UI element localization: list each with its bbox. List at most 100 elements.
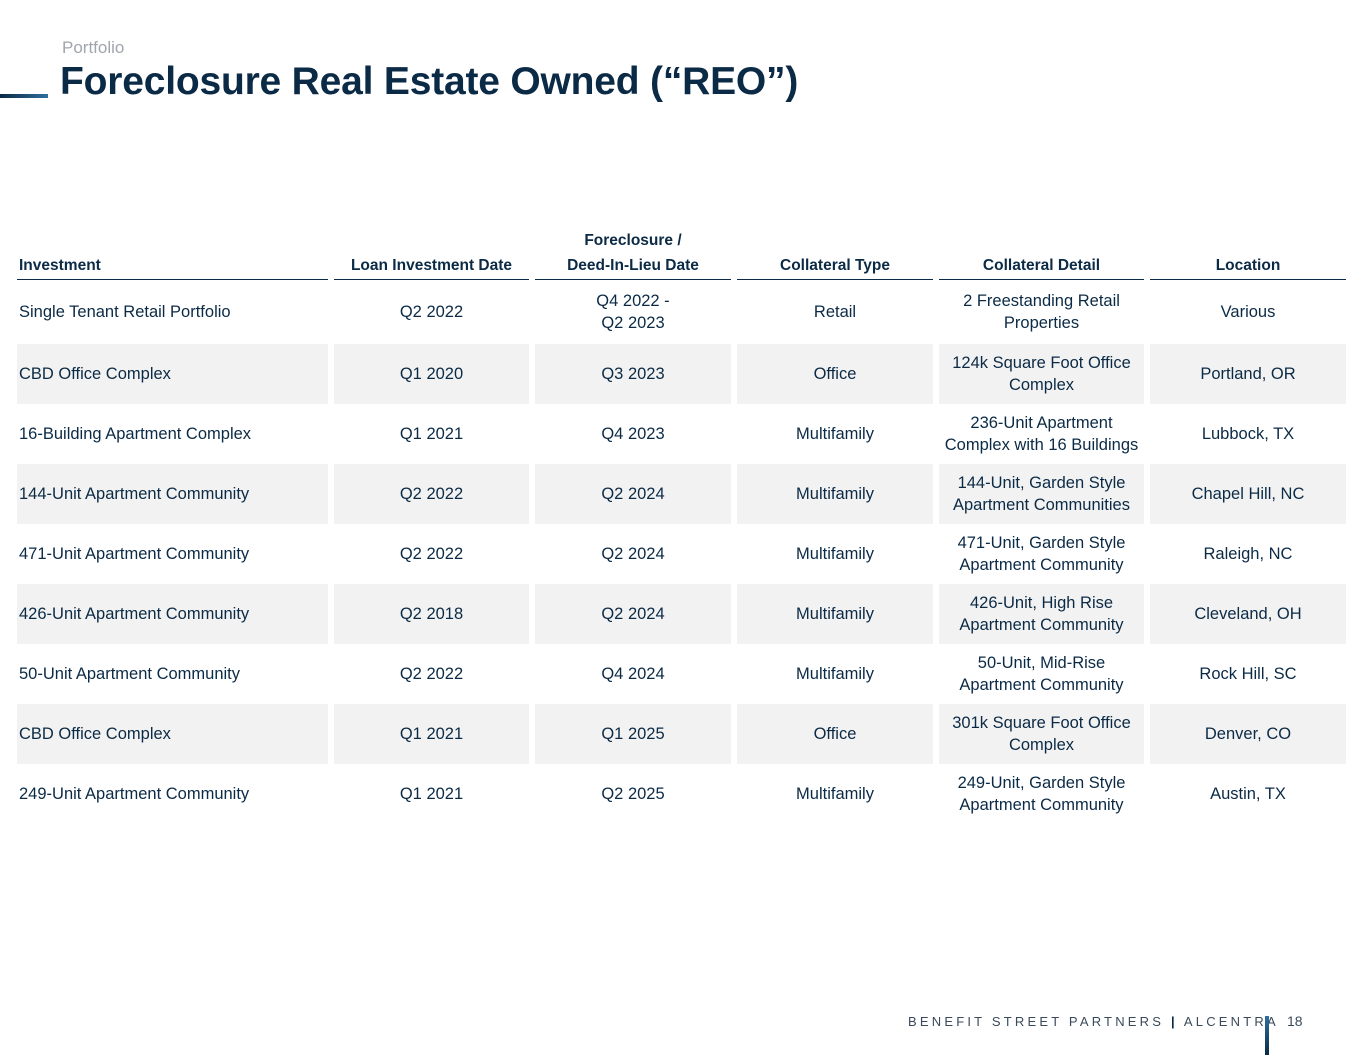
table-row: CBD Office Complex Q1 2021 Q1 2025 Office 30… bbox=[17, 704, 1346, 764]
cell-location: Denver, CO bbox=[1150, 704, 1346, 764]
collateral-detail-line2: Complex with 16 Buildings bbox=[944, 436, 1139, 454]
collateral-detail-line2: Apartment Community bbox=[959, 676, 1124, 694]
collateral-detail-line1: 236-Unit Apartment bbox=[970, 413, 1113, 432]
cell-collateral-detail: 124k Square Foot Office Complex bbox=[939, 344, 1144, 404]
footer-brand-left: BENEFIT STREET PARTNERS bbox=[908, 1014, 1165, 1029]
table-row: Single Tenant Retail Portfolio Q2 2022 Q4 … bbox=[17, 280, 1346, 344]
foreclosure-date-line1: Q4 2022 - bbox=[596, 291, 670, 310]
cell-location: Raleigh, NC bbox=[1203, 544, 1293, 563]
collateral-detail-line2: Apartment Communities bbox=[953, 496, 1130, 514]
cell-loan-date: Q2 2018 bbox=[334, 584, 529, 644]
collateral-detail-line2: Complex bbox=[1008, 736, 1075, 754]
header-foreclosure-date: Foreclosure / Deed-In-Lieu Date bbox=[535, 226, 731, 280]
cell-collateral-type: Office bbox=[737, 344, 933, 404]
collateral-detail-line1: 50-Unit, Mid-Rise bbox=[977, 653, 1106, 672]
cell-investment: 50-Unit Apartment Community bbox=[19, 664, 241, 683]
cell-foreclosure-date: Q4 2022 - Q2 2023 bbox=[535, 280, 731, 344]
header-investment: Investment bbox=[17, 226, 328, 280]
cell-foreclosure-date: Q2 2024 bbox=[535, 524, 731, 584]
table-row: 144-Unit Apartment Community Q2 2022 Q2 20… bbox=[17, 464, 1346, 524]
cell-foreclosure-date: Q2 2024 bbox=[535, 584, 731, 644]
foreclosure-date-line1: Q4 2024 bbox=[601, 664, 665, 683]
cell-collateral-type: Multifamily bbox=[796, 664, 874, 683]
footer-brand-right: ALCENTRA bbox=[1183, 1014, 1279, 1029]
collateral-detail-line2: Apartment Community bbox=[959, 556, 1124, 574]
collateral-detail-line1: 471-Unit, Garden Style bbox=[957, 533, 1126, 552]
collateral-detail-line1: 249-Unit, Garden Style bbox=[957, 773, 1126, 792]
footer-brand-separator: | bbox=[1170, 1014, 1178, 1029]
cell-investment: 426-Unit Apartment Community bbox=[17, 584, 328, 644]
collateral-detail-line2: Properties bbox=[1003, 314, 1080, 332]
foreclosure-date-line2: Q2 2023 bbox=[601, 314, 665, 332]
collateral-detail-line1: 144-Unit, Garden Style bbox=[957, 473, 1126, 492]
cell-location: Lubbock, TX bbox=[1201, 424, 1295, 443]
cell-loan-date: Q1 2020 bbox=[334, 344, 529, 404]
cell-loan-date: Q2 2022 bbox=[399, 544, 464, 563]
foreclosure-date-line1: Q2 2024 bbox=[601, 604, 665, 623]
cell-foreclosure-date: Q2 2024 bbox=[535, 464, 731, 524]
cell-loan-date: Q2 2022 bbox=[334, 464, 529, 524]
cell-collateral-detail: 426-Unit, High Rise Apartment Community bbox=[939, 584, 1144, 644]
cell-foreclosure-date: Q2 2025 bbox=[535, 764, 731, 824]
cell-collateral-type: Multifamily bbox=[737, 584, 933, 644]
foreclosure-date-line1: Q2 2024 bbox=[601, 544, 665, 563]
cell-investment: CBD Office Complex bbox=[17, 704, 328, 764]
collateral-detail-line1: 124k Square Foot Office bbox=[952, 353, 1131, 372]
cell-collateral-detail: 50-Unit, Mid-Rise Apartment Community bbox=[939, 644, 1144, 704]
header-location: Location bbox=[1150, 226, 1346, 280]
cell-collateral-detail: 2 Freestanding Retail Properties bbox=[939, 280, 1144, 344]
cell-loan-date: Q1 2021 bbox=[399, 424, 464, 443]
table-row: 426-Unit Apartment Community Q2 2018 Q2 20… bbox=[17, 584, 1346, 644]
table-row: 249-Unit Apartment Community Q1 2021 Q2 20… bbox=[17, 764, 1346, 824]
header-collateral-type: Collateral Type bbox=[737, 226, 933, 280]
header-foreclosure-line2: Deed-In-Lieu Date bbox=[567, 257, 699, 274]
title-accent-bar bbox=[0, 94, 48, 98]
cell-collateral-type: Office bbox=[737, 704, 933, 764]
cell-collateral-detail: 249-Unit, Garden Style Apartment Communit… bbox=[939, 764, 1144, 824]
reo-table: Investment Loan Investment Date Foreclos… bbox=[11, 226, 1352, 824]
cell-collateral-type: Multifamily bbox=[796, 424, 874, 443]
foreclosure-date-line1: Q2 2024 bbox=[601, 484, 665, 503]
cell-location: Cleveland, OH bbox=[1150, 584, 1346, 644]
page-kicker: Portfolio bbox=[62, 38, 125, 57]
cell-loan-date: Q1 2021 bbox=[399, 784, 464, 803]
collateral-detail-line2: Complex bbox=[1008, 376, 1075, 394]
foreclosure-date-line1: Q4 2023 bbox=[601, 424, 665, 443]
table-row: CBD Office Complex Q1 2020 Q3 2023 Office 12… bbox=[17, 344, 1346, 404]
cell-loan-date: Q2 2022 bbox=[399, 664, 464, 683]
page-title: Foreclosure Real Estate Owned (“REO”) bbox=[60, 60, 799, 103]
cell-collateral-type: Multifamily bbox=[796, 544, 874, 563]
cell-collateral-detail: 144-Unit, Garden Style Apartment Communit… bbox=[939, 464, 1144, 524]
cell-collateral-detail: 236-Unit Apartment Complex with 16 Buildi… bbox=[939, 404, 1144, 464]
table-row: 471-Unit Apartment Community Q2 2022 Q2 20… bbox=[17, 524, 1346, 584]
collateral-detail-line1: 301k Square Foot Office bbox=[952, 713, 1131, 732]
cell-collateral-type: Multifamily bbox=[737, 464, 933, 524]
header-foreclosure-line1: Foreclosure / bbox=[584, 232, 682, 249]
footer-accent-bar bbox=[1265, 1016, 1269, 1055]
table-row: 50-Unit Apartment Community Q2 2022 Q4 202… bbox=[17, 644, 1346, 704]
cell-collateral-type: Multifamily bbox=[796, 784, 874, 803]
cell-location: Rock Hill, SC bbox=[1199, 664, 1297, 683]
footer-brand: BENEFIT STREET PARTNERS | ALCENTRA bbox=[908, 1014, 1279, 1029]
cell-collateral-type: Retail bbox=[813, 302, 857, 321]
collateral-detail-line1: 2 Freestanding Retail bbox=[963, 291, 1120, 310]
cell-foreclosure-date: Q3 2023 bbox=[535, 344, 731, 404]
collateral-detail-line2: Apartment Community bbox=[959, 796, 1124, 814]
cell-location: Portland, OR bbox=[1150, 344, 1346, 404]
collateral-detail-line1: 426-Unit, High Rise bbox=[969, 593, 1114, 612]
cell-investment: Single Tenant Retail Portfolio bbox=[19, 302, 231, 321]
cell-loan-date: Q2 2022 bbox=[399, 302, 464, 321]
cell-loan-date: Q1 2021 bbox=[334, 704, 529, 764]
cell-investment: CBD Office Complex bbox=[17, 344, 328, 404]
cell-foreclosure-date: Q4 2023 bbox=[535, 404, 731, 464]
collateral-detail-line2: Apartment Community bbox=[959, 616, 1124, 634]
cell-location: Various bbox=[1220, 302, 1276, 321]
cell-collateral-detail: 471-Unit, Garden Style Apartment Communit… bbox=[939, 524, 1144, 584]
cell-investment: 471-Unit Apartment Community bbox=[19, 544, 250, 563]
page-number: 18 bbox=[1287, 1013, 1303, 1029]
table-row: 16-Building Apartment Complex Q1 2021 Q4 2… bbox=[17, 404, 1346, 464]
cell-investment: 16-Building Apartment Complex bbox=[19, 424, 252, 443]
header-loan-investment-date: Loan Investment Date bbox=[334, 226, 529, 280]
header-collateral-detail: Collateral Detail bbox=[939, 226, 1144, 280]
table-header-row: Investment Loan Investment Date Foreclos… bbox=[17, 226, 1346, 280]
